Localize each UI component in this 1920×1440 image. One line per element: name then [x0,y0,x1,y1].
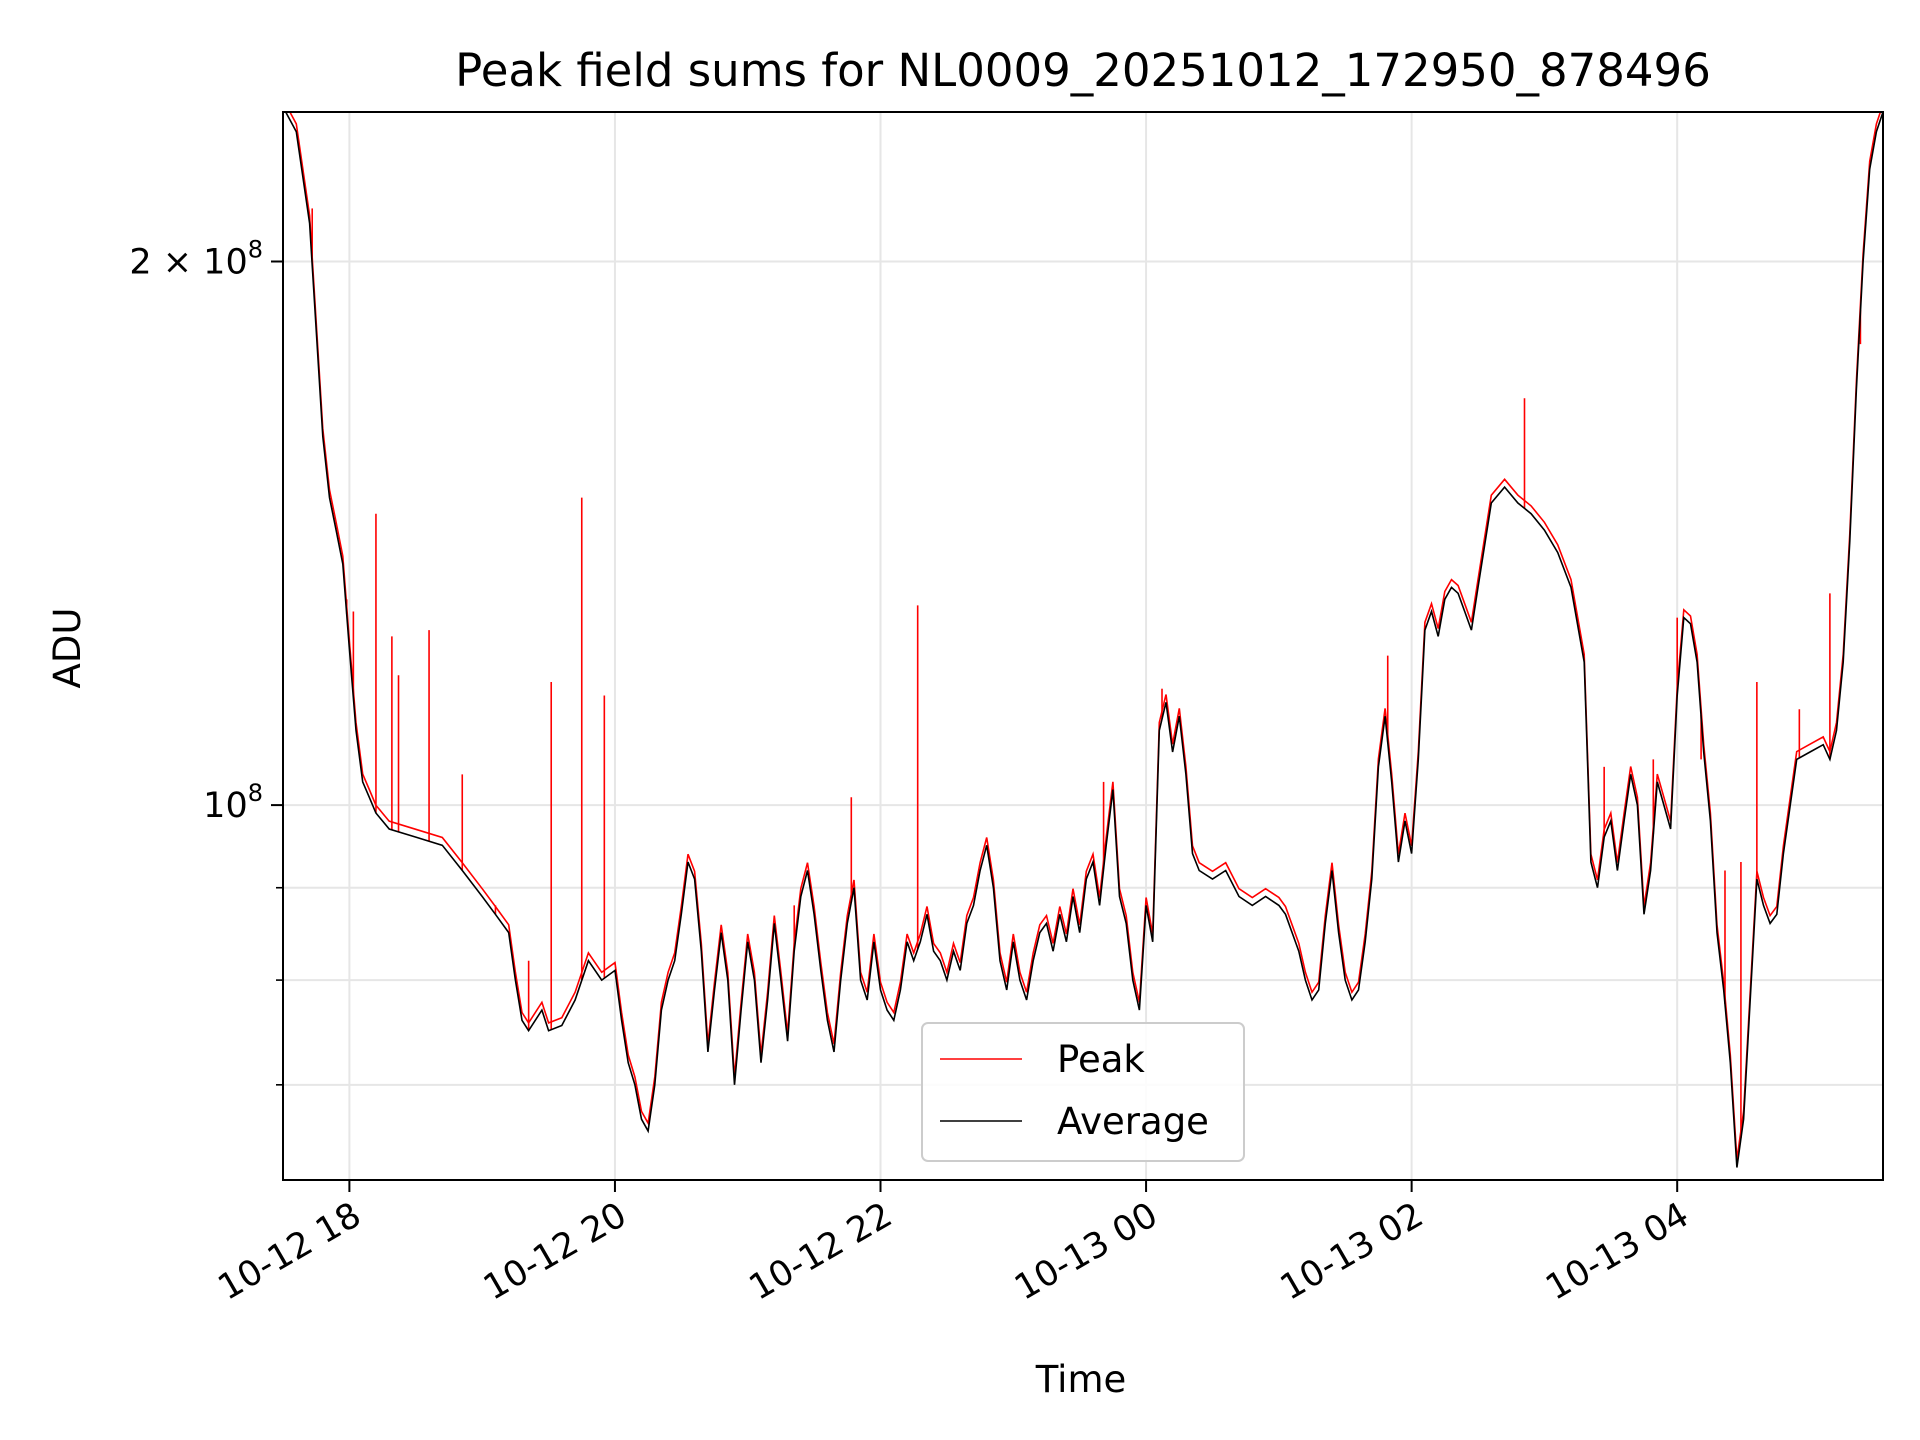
y-axis: 108 2 × 108 [129,235,283,1086]
y-tick-label: 108 [203,779,263,826]
average-line [284,112,1883,1168]
axes-frame [282,111,1884,1181]
chart-title: Peak field sums for NL0009_20251012_1729… [455,44,1711,97]
legend: Peak Average [921,1022,1245,1162]
x-axis-label: Time [1035,1358,1127,1401]
average-series [284,112,1883,1168]
legend-average-label: Average [1057,1100,1209,1143]
peak-series [288,112,1882,1160]
plot-area [284,112,1883,1168]
legend-peak-label: Peak [1057,1038,1145,1081]
y-axis-label: ADU [46,608,89,689]
y-tick-label: 2 × 108 [129,235,263,282]
legend-box [921,1022,1245,1162]
grid [283,112,1883,1180]
